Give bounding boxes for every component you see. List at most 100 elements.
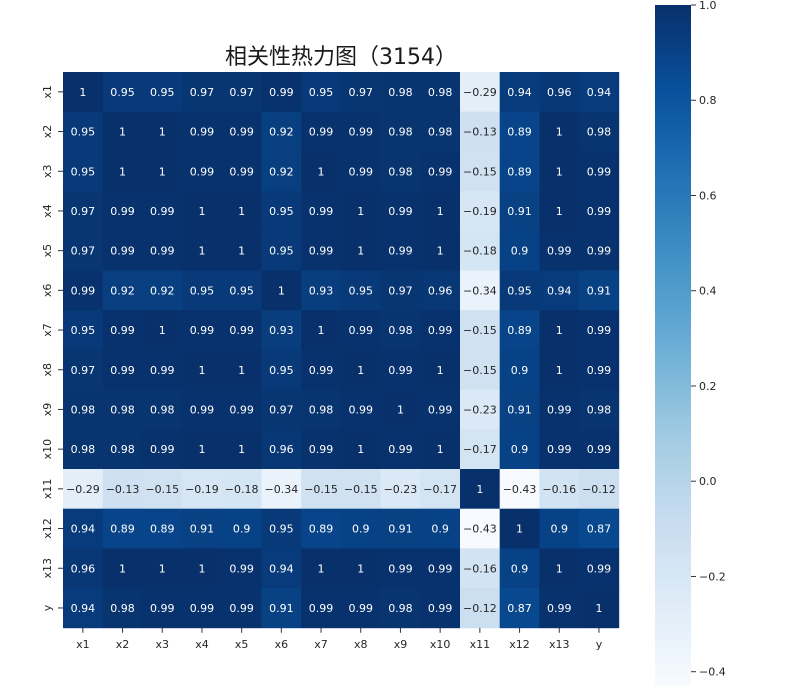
- x-tick-label: x8: [354, 638, 368, 651]
- cell-value-label: 0.99: [587, 562, 612, 575]
- heatmap-cell: [539, 230, 580, 271]
- cell-value-label: 0.99: [190, 602, 215, 615]
- heatmap-cell: [301, 151, 342, 192]
- heatmap-cell: [499, 72, 540, 113]
- cell-value-label: 1: [159, 165, 166, 178]
- cell-value-label: 0.91: [507, 403, 532, 416]
- x-tick-label: y: [596, 638, 603, 651]
- heatmap-cell: [102, 349, 143, 390]
- heatmap-cell: [460, 191, 501, 232]
- heatmap-cell: [142, 72, 183, 113]
- heatmap-cell: [142, 230, 183, 271]
- heatmap-cell-labels: 1 0.95 0.95 0.97 0.97 0.99 0.95 0.97 0.98 0.98 −0.…: [66, 86, 616, 615]
- cell-value-label: 0.97: [71, 205, 96, 218]
- y-tick-label: x11: [41, 479, 54, 500]
- heatmap-cell: [539, 349, 580, 390]
- heatmap-cell: [539, 389, 580, 430]
- heatmap-cell: [579, 508, 620, 549]
- cell-value-label: 0.99: [587, 324, 612, 337]
- cell-value-label: 0.99: [587, 205, 612, 218]
- cell-value-label: 1: [198, 205, 205, 218]
- heatmap-cell: [460, 111, 501, 152]
- cell-value-label: −0.17: [463, 443, 497, 456]
- heatmap-cell: [261, 151, 302, 192]
- heatmap-cell: [420, 548, 461, 589]
- colorbar-tick-label: 0.2: [699, 380, 717, 393]
- cell-value-label: 0.99: [587, 165, 612, 178]
- heatmap-cell: [261, 429, 302, 470]
- heatmap-cell: [460, 270, 501, 311]
- heatmap-cell: [579, 72, 620, 113]
- heatmap-cell: [380, 270, 421, 311]
- heatmap-cell: [301, 429, 342, 470]
- cell-value-label: 1: [159, 562, 166, 575]
- heatmap-cell: [301, 111, 342, 152]
- cell-value-label: 0.99: [110, 324, 135, 337]
- heatmap-cell: [340, 469, 381, 510]
- heatmap-cell: [380, 389, 421, 430]
- colorbar: [655, 5, 691, 686]
- cell-value-label: 0.99: [349, 403, 374, 416]
- cell-value-label: 0.99: [349, 602, 374, 615]
- cell-value-label: 1: [238, 245, 245, 258]
- cell-value-label: 0.99: [428, 562, 453, 575]
- heatmap-cell: [460, 389, 501, 430]
- cell-value-label: 0.99: [309, 205, 334, 218]
- heatmap-cell: [261, 548, 302, 589]
- heatmap-cell: [539, 72, 580, 113]
- cell-value-label: −0.15: [304, 483, 338, 496]
- cell-value-label: 0.99: [110, 245, 135, 258]
- heatmap-cell: [380, 429, 421, 470]
- heatmap-cell: [499, 588, 540, 629]
- cell-value-label: 1: [238, 364, 245, 377]
- heatmap-cell: [301, 72, 342, 113]
- chart-title: 相关性热力图（3154）: [225, 45, 457, 70]
- heatmap-cell: [221, 588, 262, 629]
- heatmap-cell: [340, 349, 381, 390]
- heatmap-cell: [142, 588, 183, 629]
- cell-value-label: 0.98: [110, 602, 135, 615]
- heatmap-cell: [420, 508, 461, 549]
- heatmap-cell: [539, 469, 580, 510]
- cell-value-label: 0.95: [309, 86, 334, 99]
- heatmap-cell: [182, 389, 223, 430]
- cell-value-label: 0.99: [388, 562, 413, 575]
- heatmap-cell: [579, 469, 620, 510]
- heatmap-cell: [102, 548, 143, 589]
- colorbar-tick-label: 1.0: [699, 0, 717, 12]
- heatmap-cell: [579, 191, 620, 232]
- heatmap-cell: [539, 191, 580, 232]
- cell-value-label: 0.89: [507, 126, 532, 139]
- y-tick-label: x3: [41, 164, 54, 178]
- colorbar-tick-label: 0.8: [699, 94, 717, 107]
- heatmap-cell: [221, 111, 262, 152]
- cell-value-label: 0.99: [587, 245, 612, 258]
- heatmap-cell: [63, 588, 104, 629]
- cell-value-label: −0.43: [463, 523, 497, 536]
- x-tick-label: x11: [470, 638, 491, 651]
- heatmap-cell: [63, 230, 104, 271]
- heatmap-cell: [301, 230, 342, 271]
- cell-value-label: 1: [556, 562, 563, 575]
- heatmap-cell: [460, 151, 501, 192]
- heatmap-cell: [499, 270, 540, 311]
- heatmap-cell: [102, 230, 143, 271]
- x-tick-label: x3: [155, 638, 169, 651]
- heatmap-cell: [182, 270, 223, 311]
- heatmap-cell: [301, 389, 342, 430]
- cell-value-label: 0.97: [269, 403, 294, 416]
- cell-value-label: 0.99: [547, 245, 572, 258]
- heatmap-cell: [579, 310, 620, 351]
- cell-value-label: 0.95: [269, 364, 294, 377]
- heatmap-cell: [182, 469, 223, 510]
- cell-value-label: 0.92: [110, 284, 135, 297]
- cell-value-label: 0.91: [388, 523, 413, 536]
- heatmap-cell: [63, 270, 104, 311]
- heatmap-cell: [420, 191, 461, 232]
- heatmap-cell: [380, 588, 421, 629]
- cell-value-label: 0.99: [428, 403, 453, 416]
- cell-value-label: 1: [357, 364, 364, 377]
- cell-value-label: 1: [437, 245, 444, 258]
- cell-value-label: 0.91: [269, 602, 294, 615]
- cell-value-label: 1: [357, 205, 364, 218]
